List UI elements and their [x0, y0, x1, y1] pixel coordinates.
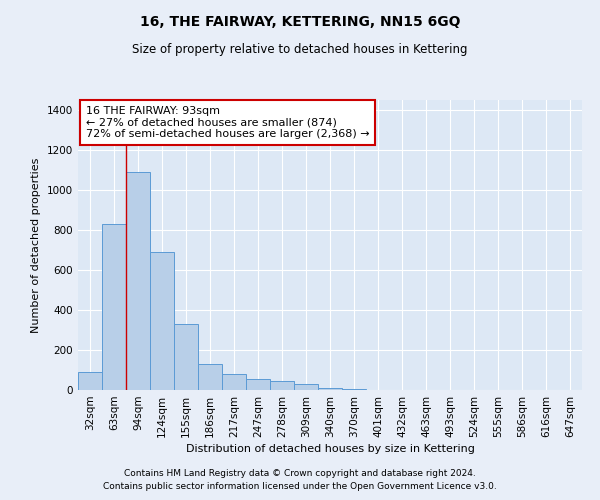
Bar [294, 384, 318, 390]
Bar [318, 388, 342, 390]
Y-axis label: Number of detached properties: Number of detached properties [31, 158, 41, 332]
Text: 16, THE FAIRWAY, KETTERING, NN15 6GQ: 16, THE FAIRWAY, KETTERING, NN15 6GQ [140, 15, 460, 29]
Bar [270, 381, 294, 390]
Bar [150, 252, 174, 390]
Bar [126, 172, 150, 390]
Bar [342, 389, 366, 390]
Text: Contains HM Land Registry data © Crown copyright and database right 2024.: Contains HM Land Registry data © Crown c… [124, 468, 476, 477]
X-axis label: Distribution of detached houses by size in Kettering: Distribution of detached houses by size … [185, 444, 475, 454]
Bar [174, 324, 198, 390]
Text: 16 THE FAIRWAY: 93sqm
← 27% of detached houses are smaller (874)
72% of semi-det: 16 THE FAIRWAY: 93sqm ← 27% of detached … [86, 106, 369, 139]
Bar [246, 379, 270, 390]
Bar [102, 224, 126, 390]
Bar [198, 364, 222, 390]
Text: Contains public sector information licensed under the Open Government Licence v3: Contains public sector information licen… [103, 482, 497, 491]
Bar [78, 372, 102, 390]
Bar [222, 374, 246, 390]
Text: Size of property relative to detached houses in Kettering: Size of property relative to detached ho… [132, 42, 468, 56]
